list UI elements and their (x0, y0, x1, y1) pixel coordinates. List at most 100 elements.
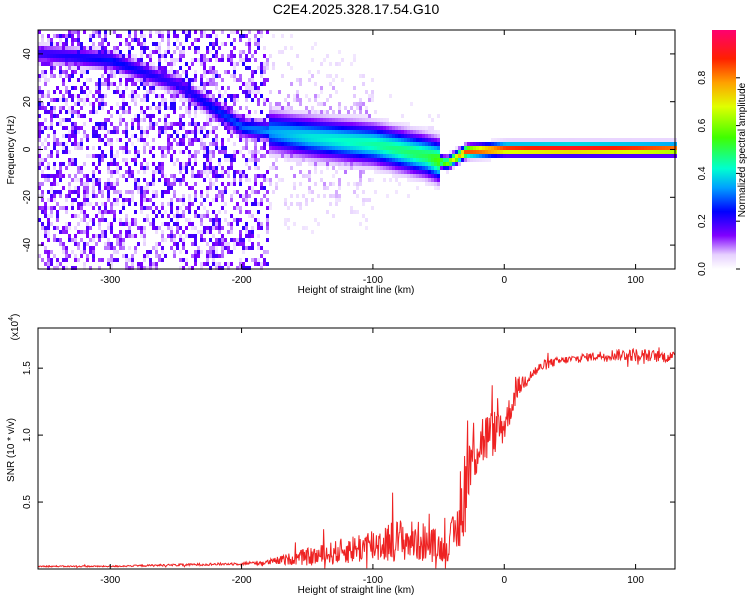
spectrogram-cell (170, 174, 173, 178)
spectrogram-cell (170, 230, 173, 234)
spectrogram-cell (344, 150, 347, 154)
spectrogram-cell (524, 154, 527, 158)
spectrogram-cell (110, 242, 113, 246)
spectrogram-cell (149, 82, 152, 86)
spectrogram-cell (410, 142, 413, 146)
spectrogram-cell (152, 222, 155, 226)
spectrogram-cell (467, 158, 470, 162)
spectrogram-cell (68, 78, 71, 82)
spectrogram-cell (158, 110, 161, 114)
spectrogram-cell (212, 66, 215, 70)
spectrogram-cell (104, 234, 107, 238)
spectrogram-cell (392, 126, 395, 130)
spectrogram-cell (116, 54, 119, 58)
spectrogram-cell (98, 90, 101, 94)
spectrogram-cell (44, 50, 47, 54)
spectrogram-cell (44, 62, 47, 66)
spectrogram-cell (143, 194, 146, 198)
spectrogram-cell (104, 66, 107, 70)
spectrogram-cell (239, 122, 242, 126)
spectrogram-cell (263, 70, 266, 74)
spectrogram-cell (158, 74, 161, 78)
spectrogram-cell (161, 222, 164, 226)
spectrogram-cell (359, 118, 362, 122)
spectrogram-cell (296, 142, 299, 146)
spectrogram-cell (245, 174, 248, 178)
spectrogram-cell (92, 30, 95, 34)
spectrogram-cell (59, 98, 62, 102)
spectrogram-cell (101, 54, 104, 58)
spectrogram-cell (398, 174, 401, 178)
spectrogram-cell (188, 102, 191, 106)
spectrogram-cell (119, 238, 122, 242)
spectrogram-cell (425, 146, 428, 150)
spectrogram-cell (50, 74, 53, 78)
spectrogram-cell (233, 126, 236, 130)
spectrogram-cell (344, 162, 347, 166)
spectrogram-cell (149, 70, 152, 74)
spectrogram-cell (248, 130, 251, 134)
spectrogram-cell (311, 154, 314, 158)
spectrogram-cell (317, 142, 320, 146)
spectrogram-cell (575, 146, 578, 150)
spectrogram-cell (98, 258, 101, 262)
spectrogram-cell (242, 138, 245, 142)
spectrogram-cell (113, 170, 116, 174)
spectrogram-cell (413, 138, 416, 142)
spectrogram-cell (86, 222, 89, 226)
spectrogram-cell (92, 94, 95, 98)
spectrogram-cell (245, 106, 248, 110)
spectrogram-cell (200, 82, 203, 86)
spectrogram-cell (137, 78, 140, 82)
spectrogram-cell (38, 74, 41, 78)
spectrogram-cell (179, 126, 182, 130)
spectrogram-cell (197, 138, 200, 142)
spectrogram-cell (344, 134, 347, 138)
spectrogram-cell (74, 158, 77, 162)
spectrogram-cell (392, 134, 395, 138)
spectrogram-cell (62, 34, 65, 38)
spectrogram-cell (374, 166, 377, 170)
spectrogram-cell (167, 30, 170, 34)
spectrogram-cell (281, 50, 284, 54)
spectrogram-cell (98, 162, 101, 166)
spectrogram-cell (341, 142, 344, 146)
spectrogram-cell (143, 254, 146, 258)
spectrogram-cell (275, 186, 278, 190)
spectrogram-cell (185, 162, 188, 166)
spectrogram-cell (47, 34, 50, 38)
spectrogram-cell (611, 138, 614, 142)
spectrogram-cell (239, 262, 242, 266)
spectrogram-cell (119, 138, 122, 142)
spectrogram-cell (329, 122, 332, 126)
spectrogram-cell (119, 118, 122, 122)
spectrogram-cell (149, 78, 152, 82)
spectrogram-cell (71, 162, 74, 166)
spectrogram-cell (212, 110, 215, 114)
spectrogram-cell (149, 62, 152, 66)
spectrogram-cell (212, 78, 215, 82)
spectrogram-cell (206, 94, 209, 98)
spectrogram-cell (53, 90, 56, 94)
spectrogram-cell (563, 150, 566, 154)
spectrogram-cell (206, 82, 209, 86)
spectrogram-cell (116, 150, 119, 154)
spectrogram-cell (587, 138, 590, 142)
spectrogram-cell (404, 138, 407, 142)
spectrogram-cell (320, 158, 323, 162)
spectrogram-cell (308, 154, 311, 158)
spectrogram-cell (191, 222, 194, 226)
spectrogram-cell (161, 54, 164, 58)
spectrogram-cell (545, 142, 548, 146)
spectrogram-cell (170, 122, 173, 126)
spectrogram-cell (377, 126, 380, 130)
spectrogram-cell (206, 226, 209, 230)
spectrogram-cell (182, 138, 185, 142)
spectrogram-cell (191, 62, 194, 66)
spectrogram-cell (590, 142, 593, 146)
spectrogram-cell (122, 54, 125, 58)
spectrogram-cell (137, 182, 140, 186)
spectrogram-cell (245, 246, 248, 250)
spectrogram-cell (155, 94, 158, 98)
spectrogram-cell (470, 158, 473, 162)
